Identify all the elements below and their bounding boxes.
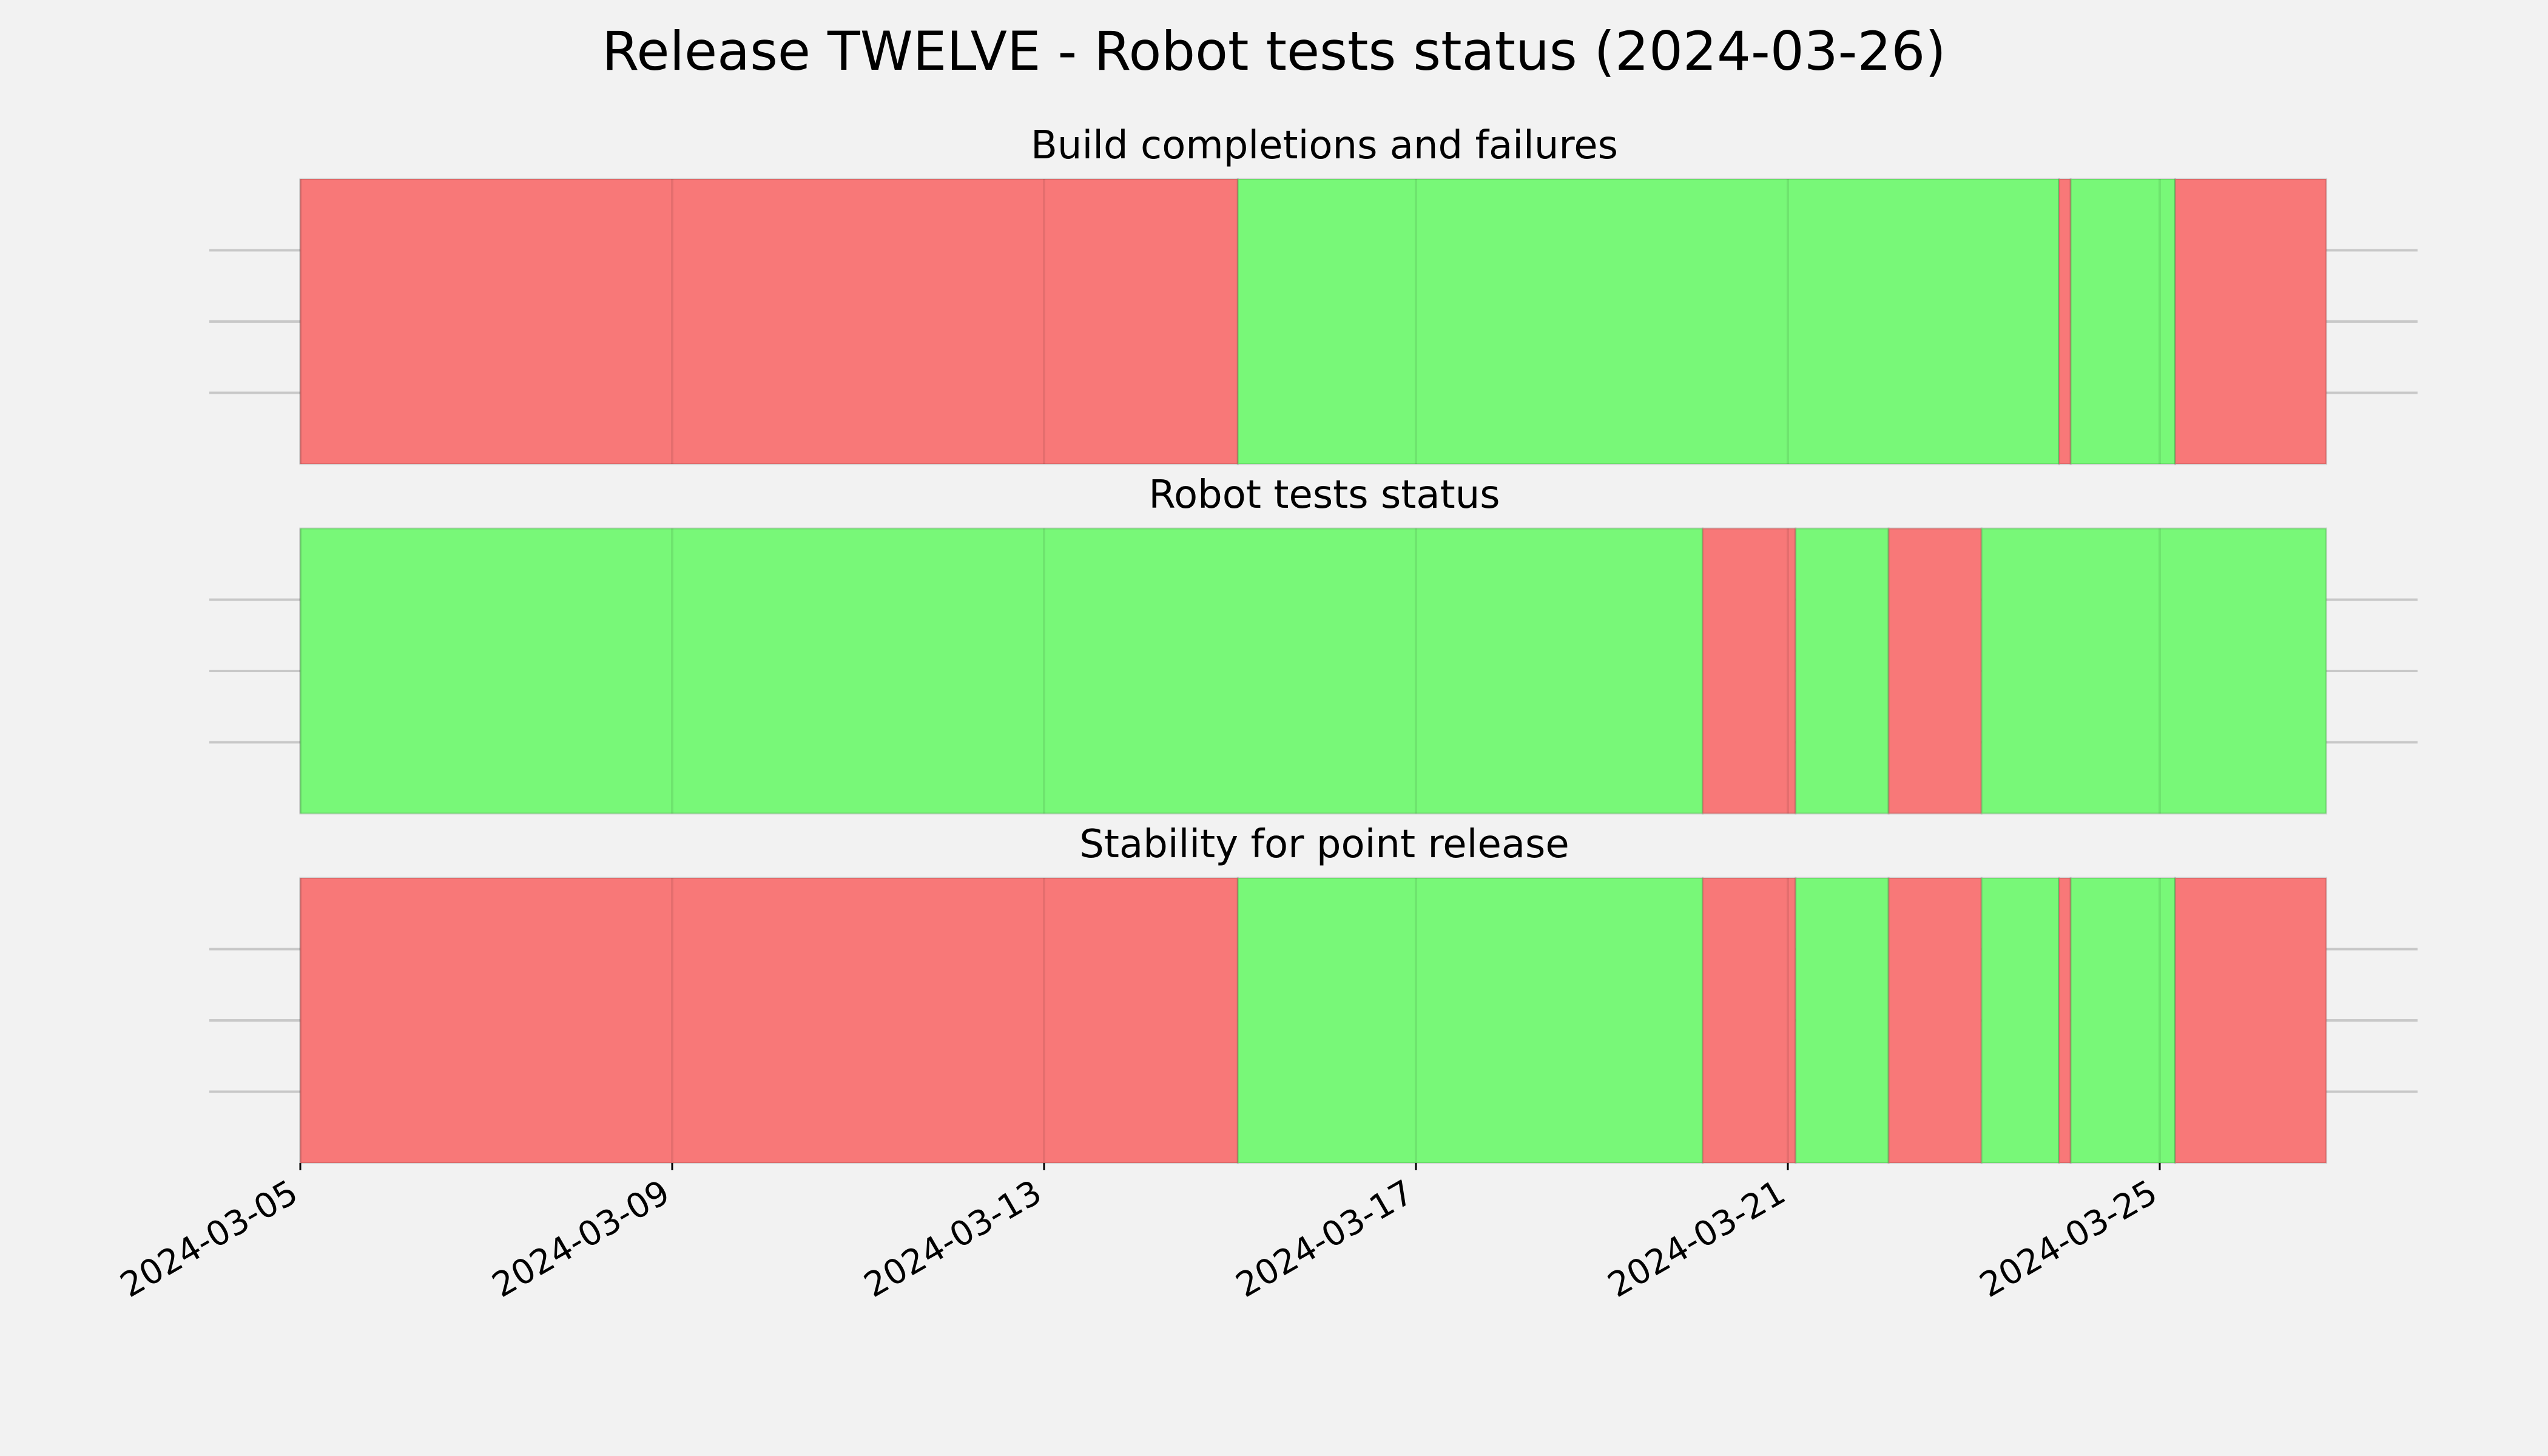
x-tick-label: 2024-03-05 [114,1173,305,1306]
segment-fail [299,877,1239,1164]
panel-3: Stability for point release [209,822,2418,1164]
segment-pass [1795,877,1890,1164]
panel-title: Stability for point release [1079,822,1569,867]
segment-fail [2174,178,2328,465]
segment-pass [1236,178,2060,465]
x-tick-label: 2024-03-25 [1973,1173,2164,1306]
x-tick-label: 2024-03-17 [1230,1173,1420,1306]
segment-fail [2058,178,2072,465]
x-tick-label: 2024-03-09 [486,1173,676,1306]
segment-pass [299,527,1704,815]
x-tick-label: 2024-03-21 [1602,1173,1792,1306]
x-tick-label: 2024-03-13 [858,1173,1048,1306]
chart-title: Release TWELVE - Robot tests status (202… [602,20,1946,83]
segment-pass [1236,877,1704,1164]
panel-title: Build completions and failures [1031,123,1618,168]
panels: Build completions and failures Robot test… [209,123,2418,1164]
segment-pass [1980,877,2060,1164]
segment-fail [299,178,1239,465]
panel-2: Robot tests status [209,473,2418,815]
panel-title: Robot tests status [1148,473,1500,517]
segment-pass [1795,527,1890,815]
segment-pass [2069,178,2177,465]
segment-fail [1887,527,1983,815]
panel-1: Build completions and failures [209,123,2418,465]
segment-fail [1702,527,1797,815]
segment-pass [1980,527,2328,815]
segment-fail [1702,877,1797,1164]
x-axis: 2024-03-05 2024-03-09 2024-03-13 2024-03-17… [114,1163,2164,1306]
segment-fail [2058,877,2072,1164]
segment-fail [2174,877,2328,1164]
segment-fail [1887,877,1983,1164]
